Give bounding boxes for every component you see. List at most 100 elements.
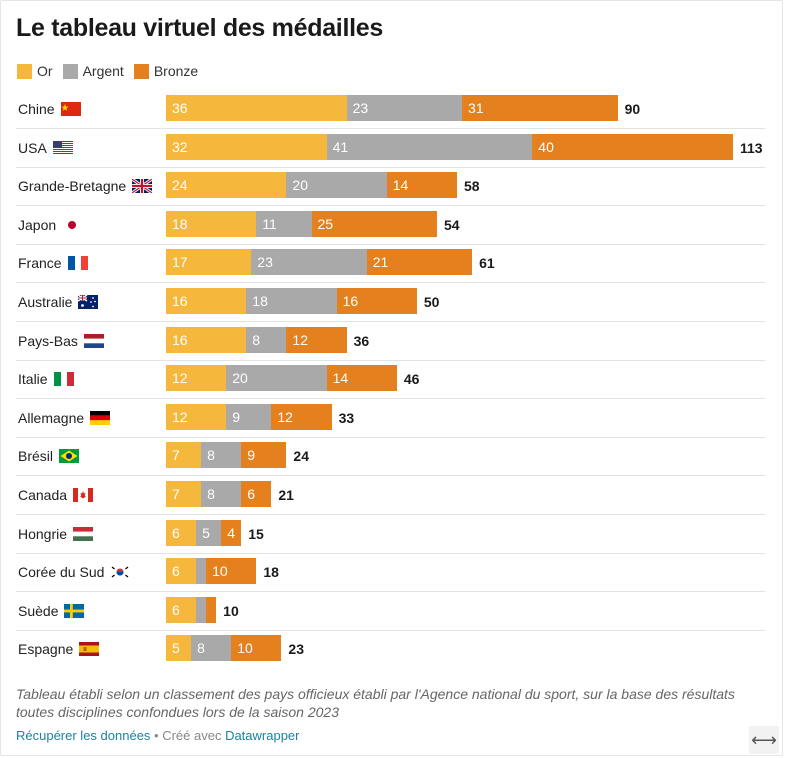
bar-segment-bronze: 14 bbox=[386, 172, 457, 199]
bar-segment-gold: 12 bbox=[166, 403, 227, 430]
total-label: 24 bbox=[293, 448, 309, 465]
bar-value-label: 8 bbox=[207, 447, 215, 464]
chart-title: Le tableau virtuel des médailles bbox=[16, 14, 383, 42]
bar-segment-gold: 6 bbox=[166, 596, 197, 623]
bar-value-label: 6 bbox=[247, 486, 256, 502]
bar-segment-gold: 7 bbox=[166, 481, 202, 507]
bar-segment-bronze: 16 bbox=[336, 288, 417, 314]
bar-value-label: 7 bbox=[172, 447, 180, 464]
bar-value-label: 18 bbox=[172, 215, 188, 232]
total-label: 10 bbox=[223, 602, 239, 619]
country-name: Hongrie bbox=[18, 525, 68, 542]
canada-flag-icon bbox=[73, 488, 94, 502]
bar-segment-bronze: 10 bbox=[206, 558, 257, 585]
legend-swatch-bronze bbox=[133, 63, 149, 79]
total-label: 46 bbox=[403, 371, 420, 388]
netherlands-flag-icon bbox=[83, 333, 104, 348]
legend-label-silver: Argent bbox=[82, 63, 124, 79]
bar-segment-gold: 18 bbox=[166, 210, 257, 237]
hungary-flag-icon bbox=[73, 526, 94, 541]
bar-row: Japon 18 11 25 54 bbox=[16, 206, 765, 245]
country-label: USA bbox=[18, 129, 73, 167]
usa-flag-icon bbox=[52, 140, 73, 155]
bar-segment-silver: 5 bbox=[196, 519, 222, 546]
country-label: Espagne bbox=[18, 630, 100, 668]
legend: Or Argent Bronze bbox=[17, 62, 208, 80]
total-label: 50 bbox=[423, 294, 440, 310]
bar-value-label: 20 bbox=[292, 177, 308, 194]
country-label: Canada bbox=[18, 476, 94, 514]
bar-row: Chine 36 23 31 90 bbox=[16, 90, 765, 129]
bar-row: USA 32 41 40 113 bbox=[16, 129, 765, 168]
country-label: Suède bbox=[18, 592, 85, 630]
download-data-link[interactable]: Récupérer les données bbox=[16, 728, 151, 743]
bar-segment-gold: 32 bbox=[166, 133, 327, 160]
bar-segment-silver: 20 bbox=[286, 172, 387, 199]
bar-value-label: 9 bbox=[247, 447, 256, 464]
footer-separator: • Créé avec bbox=[150, 728, 226, 743]
bar-value-label: 32 bbox=[172, 138, 188, 155]
datawrapper-link[interactable]: Datawrapper bbox=[225, 728, 300, 743]
australia-flag-icon bbox=[78, 295, 99, 309]
bar-value-label: 8 bbox=[207, 486, 215, 502]
bar-segment-silver bbox=[196, 558, 207, 585]
country-name: Chine bbox=[18, 101, 55, 117]
bar-segment-gold: 16 bbox=[166, 288, 247, 314]
bar-row: Espagne 5 8 10 23 bbox=[16, 630, 765, 668]
bar-value-label: 12 bbox=[172, 408, 188, 425]
total-label: 23 bbox=[288, 641, 304, 658]
bar-segment-silver: 9 bbox=[226, 403, 272, 430]
bar-segment-gold: 12 bbox=[166, 365, 227, 392]
bar-segment-silver: 23 bbox=[346, 95, 463, 121]
country-name: France bbox=[18, 255, 62, 272]
bar-row: Brésil 7 8 9 24 bbox=[16, 437, 765, 477]
expand-icon[interactable]: ⟷ bbox=[749, 726, 779, 754]
bar-value-label: 25 bbox=[317, 215, 334, 232]
bar-segment-gold: 6 bbox=[166, 519, 197, 546]
japan-flag-icon bbox=[62, 217, 83, 232]
brazil-flag-icon bbox=[59, 449, 80, 464]
bar-segment-silver: 18 bbox=[246, 288, 337, 314]
sweden-flag-icon bbox=[64, 603, 85, 618]
country-name: Italie bbox=[18, 371, 48, 388]
bar-row: Pays-Bas 16 8 12 36 bbox=[16, 322, 765, 361]
bar-value-label: 7 bbox=[172, 486, 180, 502]
bar-segment-bronze bbox=[206, 596, 217, 623]
total-label: 21 bbox=[278, 487, 294, 503]
spain-flag-icon bbox=[79, 642, 100, 657]
bar-value-label: 24 bbox=[172, 177, 188, 194]
bar-value-label: 12 bbox=[277, 408, 293, 425]
bar-value-label: 17 bbox=[172, 254, 188, 271]
bar-value-label: 4 bbox=[227, 524, 235, 541]
bar-segment-silver: 20 bbox=[226, 365, 327, 392]
country-label: Hongrie bbox=[18, 515, 94, 553]
bar-value-label: 10 bbox=[237, 640, 253, 657]
country-name: Pays-Bas bbox=[18, 332, 78, 349]
south-korea-flag-icon bbox=[110, 565, 131, 580]
legend-label-bronze: Bronze bbox=[153, 63, 199, 79]
italy-flag-icon bbox=[53, 372, 74, 387]
country-label: Italie bbox=[18, 360, 74, 398]
bar-segment-gold: 5 bbox=[166, 635, 192, 662]
country-label: Japon bbox=[18, 206, 83, 244]
bar-row: Allemagne 12 9 12 33 bbox=[16, 399, 765, 438]
country-label: Grande-Bretagne bbox=[18, 167, 153, 205]
bar-value-label: 6 bbox=[172, 563, 180, 580]
bar-value-label: 23 bbox=[352, 100, 369, 116]
bar-chart: Chine 36 23 31 90 USA 32 41 40 113 Grande-Bretagne… bbox=[16, 90, 765, 668]
bar-value-label: 41 bbox=[332, 138, 349, 155]
country-name: Brésil bbox=[18, 448, 54, 465]
total-label: 113 bbox=[740, 139, 763, 156]
bar-value-label: 6 bbox=[172, 524, 180, 541]
bar-value-label: 16 bbox=[172, 331, 188, 348]
bar-segment-silver: 11 bbox=[256, 210, 312, 237]
total-label: 54 bbox=[443, 216, 460, 233]
bar-segment-bronze: 25 bbox=[311, 210, 437, 237]
bar-segment-bronze: 21 bbox=[366, 249, 473, 276]
country-label: Australie bbox=[18, 283, 99, 321]
total-label: 18 bbox=[263, 564, 279, 581]
bar-segment-gold: 36 bbox=[166, 95, 347, 121]
bar-segment-bronze: 31 bbox=[462, 95, 618, 121]
country-name: Corée du Sud bbox=[18, 564, 105, 581]
